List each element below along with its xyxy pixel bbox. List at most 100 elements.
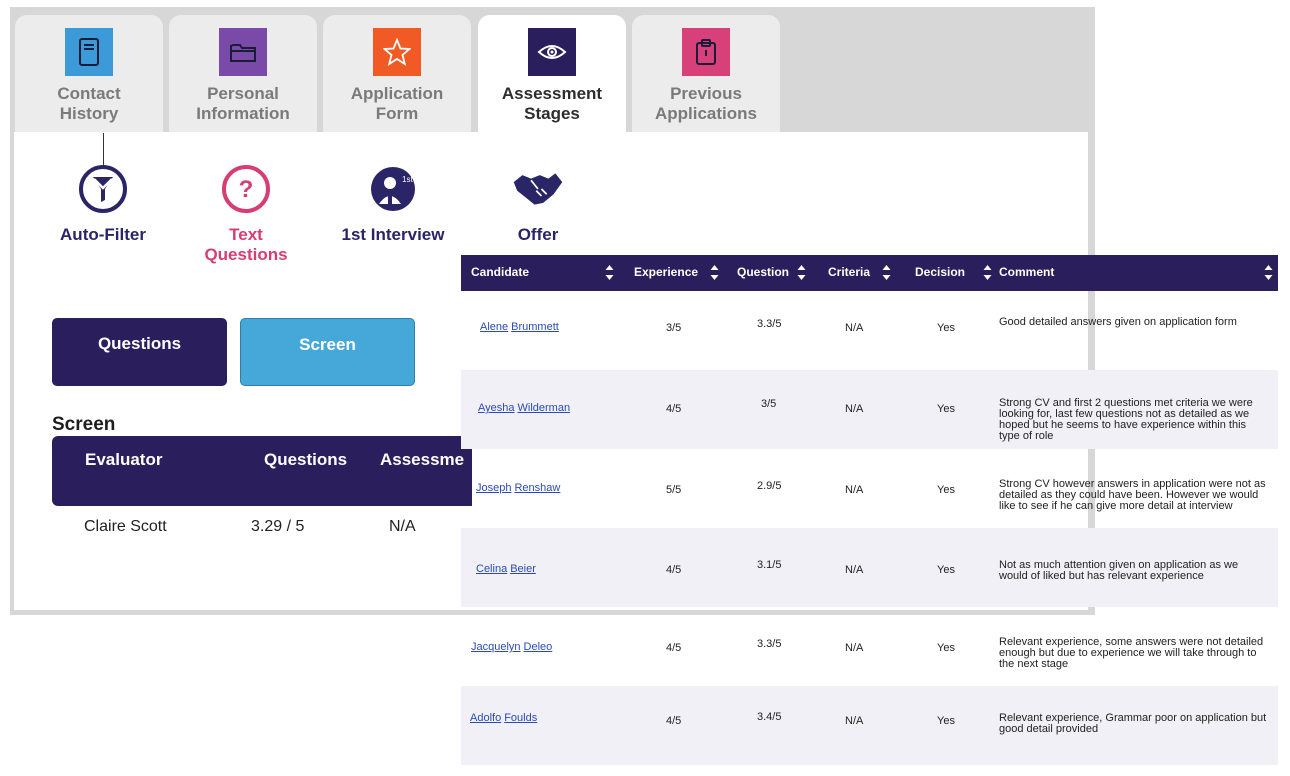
sort-icon[interactable] (710, 264, 719, 281)
candidate-last-name-link[interactable]: Wilderman (517, 402, 571, 414)
questions-button[interactable]: Questions (52, 318, 227, 386)
decision-header[interactable]: Decision (915, 265, 966, 279)
table-row: Jacquelyn Deleo 4/5 3.3/5 N/A Yes Relevan… (461, 607, 1278, 686)
tab-contact-history[interactable]: Contact History (15, 15, 163, 132)
tab-label: Previous Applications (654, 84, 757, 123)
eye-icon (528, 28, 576, 76)
clipboard-icon (682, 28, 730, 76)
stage-auto-filter[interactable]: Auto-Filter (28, 163, 178, 245)
criteria-cell: N/A (845, 403, 864, 415)
experience-cell: 4/5 (666, 564, 682, 576)
question-cell: 3.1/5 (757, 559, 782, 571)
stage-connector-line (103, 133, 104, 165)
table-row: Adolfo Foulds 4/5 3.4/5 N/A Yes Relevant … (461, 686, 1278, 765)
svg-text:?: ? (239, 176, 254, 203)
tab-label: Application Form (350, 84, 444, 123)
candidate-name: Alene Brummett (480, 321, 562, 333)
candidate-first-name-link[interactable]: Adolfo (470, 712, 502, 724)
question-header[interactable]: Question (737, 265, 790, 279)
criteria-cell: N/A (845, 564, 864, 576)
svg-text:1st: 1st (402, 175, 413, 184)
experience-cell: 5/5 (666, 484, 682, 496)
tab-label: Personal Information (196, 84, 290, 123)
screen-section-title: Screen (52, 414, 116, 435)
stage-label: 1st Interview (341, 225, 445, 244)
experience-header[interactable]: Experience (634, 265, 699, 279)
comment-cell: Relevant experience, Grammar poor on app… (999, 712, 1267, 735)
screen-button[interactable]: Screen (240, 318, 415, 386)
question-icon: ? (220, 163, 272, 215)
question-cell: 3.3/5 (757, 638, 782, 650)
candidate-first-name-link[interactable]: Celina (476, 563, 508, 575)
sort-icon[interactable] (605, 264, 614, 281)
table-row: Ayesha Wilderman 4/5 3/5 N/A Yes Strong C… (461, 370, 1278, 449)
table-row: Joseph Renshaw 5/5 2.9/5 N/A Yes Strong C… (461, 449, 1278, 528)
decision-cell: Yes (937, 403, 955, 415)
candidate-name: Joseph Renshaw (476, 482, 563, 494)
stage-offer[interactable]: Offer (463, 163, 613, 245)
question-cell: 3/5 (761, 398, 777, 410)
tab-application-form[interactable]: Application Form (323, 15, 471, 132)
table-row: Alene Brummett 3/5 3.3/5 N/A Yes Good det… (461, 291, 1278, 370)
comment-cell: Strong CV however answers in application… (999, 478, 1266, 512)
candidate-first-name-link[interactable]: Alene (480, 321, 509, 333)
criteria-cell: N/A (845, 715, 864, 727)
comment-cell: Not as much attention given on applicati… (999, 559, 1239, 582)
criteria-cell: N/A (845, 322, 864, 334)
evaluator-name: Claire Scott (84, 518, 167, 535)
comment-cell: Strong CV and first 2 questions met crit… (999, 397, 1253, 442)
decision-cell: Yes (937, 642, 955, 654)
experience-cell: 3/5 (666, 322, 682, 334)
criteria-cell: N/A (845, 642, 864, 654)
star-icon (373, 28, 421, 76)
question-cell: 3.4/5 (757, 711, 782, 723)
comment-cell: Relevant experience, some answers were n… (999, 636, 1264, 670)
interview-person-icon: 1st (367, 163, 419, 215)
stage-1st-interview[interactable]: 1st 1st Interview (318, 163, 468, 245)
candidate-last-name-link[interactable]: Brummett (511, 321, 559, 333)
decision-cell: Yes (937, 564, 955, 576)
candidate-last-name-link[interactable]: Renshaw (514, 482, 561, 494)
table-row: Celina Beier 4/5 3.1/5 N/A Yes Not as muc… (461, 528, 1278, 607)
comment-cell: Good detailed answers given on applicati… (999, 316, 1237, 328)
sort-icon[interactable] (797, 264, 806, 281)
evaluator-header: Evaluator (85, 450, 163, 469)
questions-header: Questions (264, 450, 348, 469)
tab-assessment-stages[interactable]: Assessment Stages (478, 15, 626, 132)
tab-previous-applications[interactable]: Previous Applications (632, 15, 780, 132)
evaluator-assessment-score: N/A (389, 518, 416, 535)
question-cell: 3.3/5 (757, 318, 782, 330)
question-cell: 2.9/5 (757, 480, 782, 492)
candidate-name: Adolfo Foulds (470, 712, 540, 724)
candidate-first-name-link[interactable]: Joseph (476, 482, 512, 494)
candidate-first-name-link[interactable]: Jacquelyn (471, 641, 521, 653)
decision-cell: Yes (937, 484, 955, 496)
comment-header[interactable]: Comment (999, 265, 1055, 279)
candidate-last-name-link[interactable]: Deleo (523, 641, 553, 653)
handshake-icon (512, 163, 564, 215)
decision-cell: Yes (937, 715, 955, 727)
folder-icon (219, 28, 267, 76)
criteria-header[interactable]: Criteria (828, 265, 871, 279)
candidate-name: Celina Beier (476, 563, 539, 575)
candidate-first-name-link[interactable]: Ayesha (478, 402, 515, 414)
sort-icon[interactable] (1264, 264, 1273, 281)
tab-personal-information[interactable]: Personal Information (169, 15, 317, 132)
candidates-table-header: Candidate Experience Question Criteria D… (461, 255, 1278, 291)
criteria-cell: N/A (845, 484, 864, 496)
evaluator-questions-score: 3.29 / 5 (251, 518, 305, 535)
stage-text-questions[interactable]: ? Text Questions (171, 163, 321, 265)
funnel-icon (77, 163, 129, 215)
candidate-last-name-link[interactable]: Foulds (504, 712, 538, 724)
candidate-header[interactable]: Candidate (471, 265, 530, 279)
sort-icon[interactable] (983, 264, 992, 281)
stage-label: Auto-Filter (60, 225, 146, 244)
candidates-table: Candidate Experience Question Criteria D… (461, 255, 1278, 765)
sort-icon[interactable] (882, 264, 891, 281)
experience-cell: 4/5 (666, 715, 682, 727)
tab-label: Assessment Stages (501, 84, 603, 123)
experience-cell: 4/5 (666, 642, 682, 654)
candidate-last-name-link[interactable]: Beier (510, 563, 536, 575)
assessment-header: Assessme (380, 450, 465, 469)
candidate-name: Ayesha Wilderman (478, 402, 573, 414)
